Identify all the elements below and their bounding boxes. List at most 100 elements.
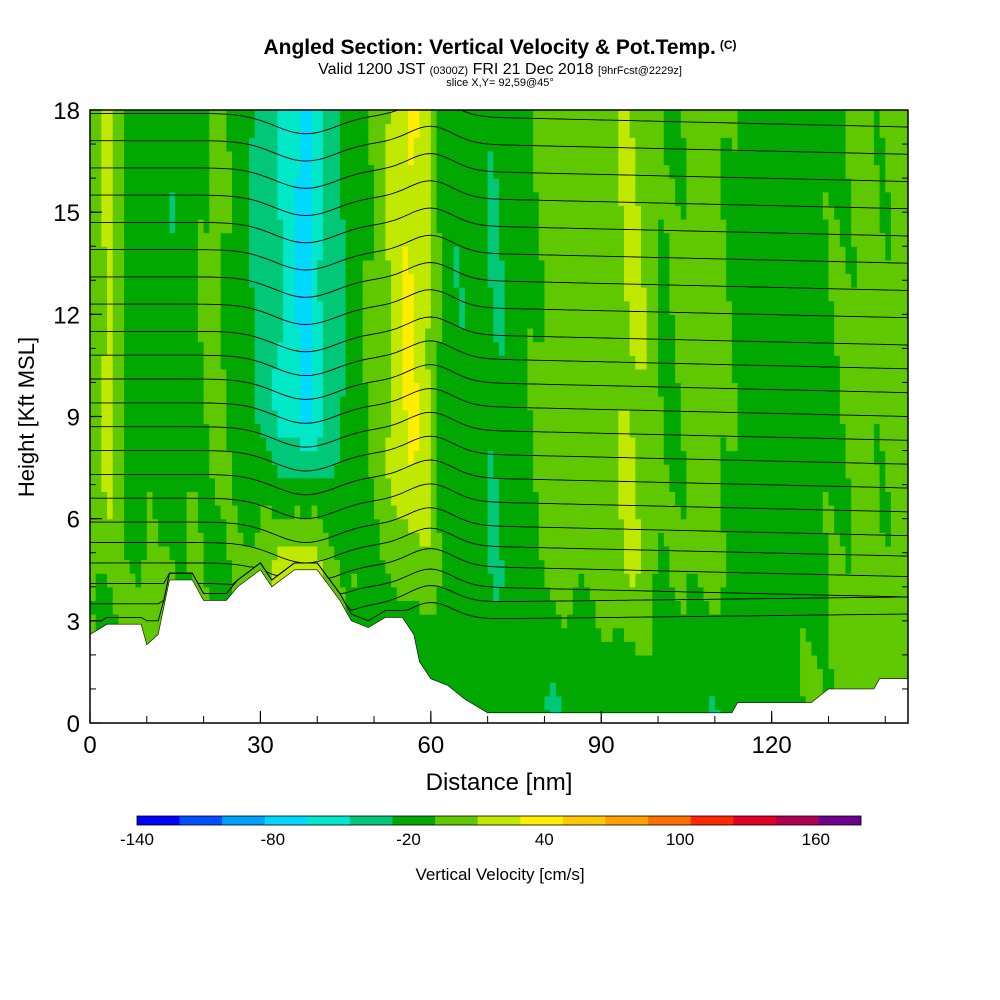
velocity-cell [322,110,330,125]
velocity-cell [356,300,364,315]
velocity-cell [493,505,500,520]
velocity-cell [413,164,421,179]
velocity-cell [629,654,636,670]
velocity-cell [322,573,330,588]
velocity-cell [470,518,477,533]
velocity-cell [345,559,352,574]
velocity-cell [550,423,557,438]
velocity-cell [635,232,642,247]
velocity-cell [527,641,534,656]
velocity-cell [163,573,171,588]
velocity-cell [533,300,540,315]
velocity-cell [709,150,716,166]
velocity-cell [135,614,142,629]
velocity-cell [339,532,347,547]
velocity-cell [618,532,625,547]
velocity-cell [652,627,659,642]
velocity-cell [436,259,443,275]
velocity-cell [339,232,347,247]
velocity-cell [652,409,659,424]
velocity-cell [578,627,585,642]
velocity-cell [351,368,358,384]
velocity-cell [112,559,119,574]
velocity-cell [635,137,642,152]
velocity-cell [101,464,108,479]
velocity-cell [362,368,369,384]
velocity-cell [527,668,534,683]
velocity-cell [663,164,671,179]
velocity-cell [305,178,313,193]
velocity-cell [180,218,188,234]
velocity-cell [322,518,330,533]
velocity-cell [686,246,693,261]
velocity-cell [141,450,148,465]
velocity-cell [675,450,682,465]
velocity-cell [646,450,653,465]
velocity-cell [504,682,511,697]
velocity-cell [385,246,392,261]
velocity-cell [527,246,534,261]
velocity-cell [249,532,256,547]
velocity-cell [476,573,483,588]
velocity-cell [283,545,290,561]
velocity-cell [186,518,193,533]
velocity-cell [192,273,199,288]
velocity-cell [538,355,546,370]
velocity-cell [692,287,699,302]
velocity-cell [294,505,301,520]
velocity-cell [481,614,489,629]
velocity-cell [277,287,284,302]
velocity-cell [368,368,375,384]
velocity-cell [459,341,466,356]
velocity-cell [385,518,392,533]
velocity-cell [220,191,227,206]
velocity-cell [391,382,398,397]
velocity-cell [283,423,290,438]
velocity-cell [680,150,688,166]
velocity-cell [476,586,483,601]
velocity-cell [686,396,693,411]
velocity-cell [129,477,137,493]
velocity-cell [362,450,369,465]
velocity-cell [408,600,415,615]
velocity-cell [402,191,409,206]
velocity-cell [322,205,330,220]
velocity-cell [516,573,523,588]
velocity-cell [271,232,279,247]
velocity-cell [209,287,216,302]
velocity-cell [703,178,710,193]
velocity-cell [385,396,392,411]
velocity-cell [368,436,375,452]
velocity-cell [714,614,722,629]
velocity-cell [680,423,688,438]
velocity-cell [578,287,585,302]
velocity-cell [260,423,267,438]
velocity-cell [351,178,358,193]
velocity-cell [107,191,114,206]
velocity-cell [453,396,460,411]
velocity-cell [260,232,267,247]
velocity-cell [714,559,722,574]
velocity-cell [567,137,574,152]
velocity-cell [135,314,142,329]
velocity-cell [499,668,506,683]
velocity-cell [533,682,540,697]
velocity-cell [686,191,693,206]
velocity-cell [464,545,472,561]
velocity-cell [112,532,119,547]
velocity-cell [107,355,114,370]
velocity-cell [442,396,449,411]
velocity-cell [197,164,205,179]
velocity-cell [249,477,256,493]
velocity-cell [476,191,483,206]
velocity-cell [578,477,585,493]
velocity-cell [589,559,597,574]
velocity-cell [555,300,563,315]
velocity-cell [322,123,330,138]
velocity-cell [396,532,404,547]
velocity-cell [317,327,324,343]
velocity-cell [277,273,284,288]
velocity-cell [345,518,352,533]
velocity-cell [589,218,597,234]
velocity-cell [544,314,551,329]
